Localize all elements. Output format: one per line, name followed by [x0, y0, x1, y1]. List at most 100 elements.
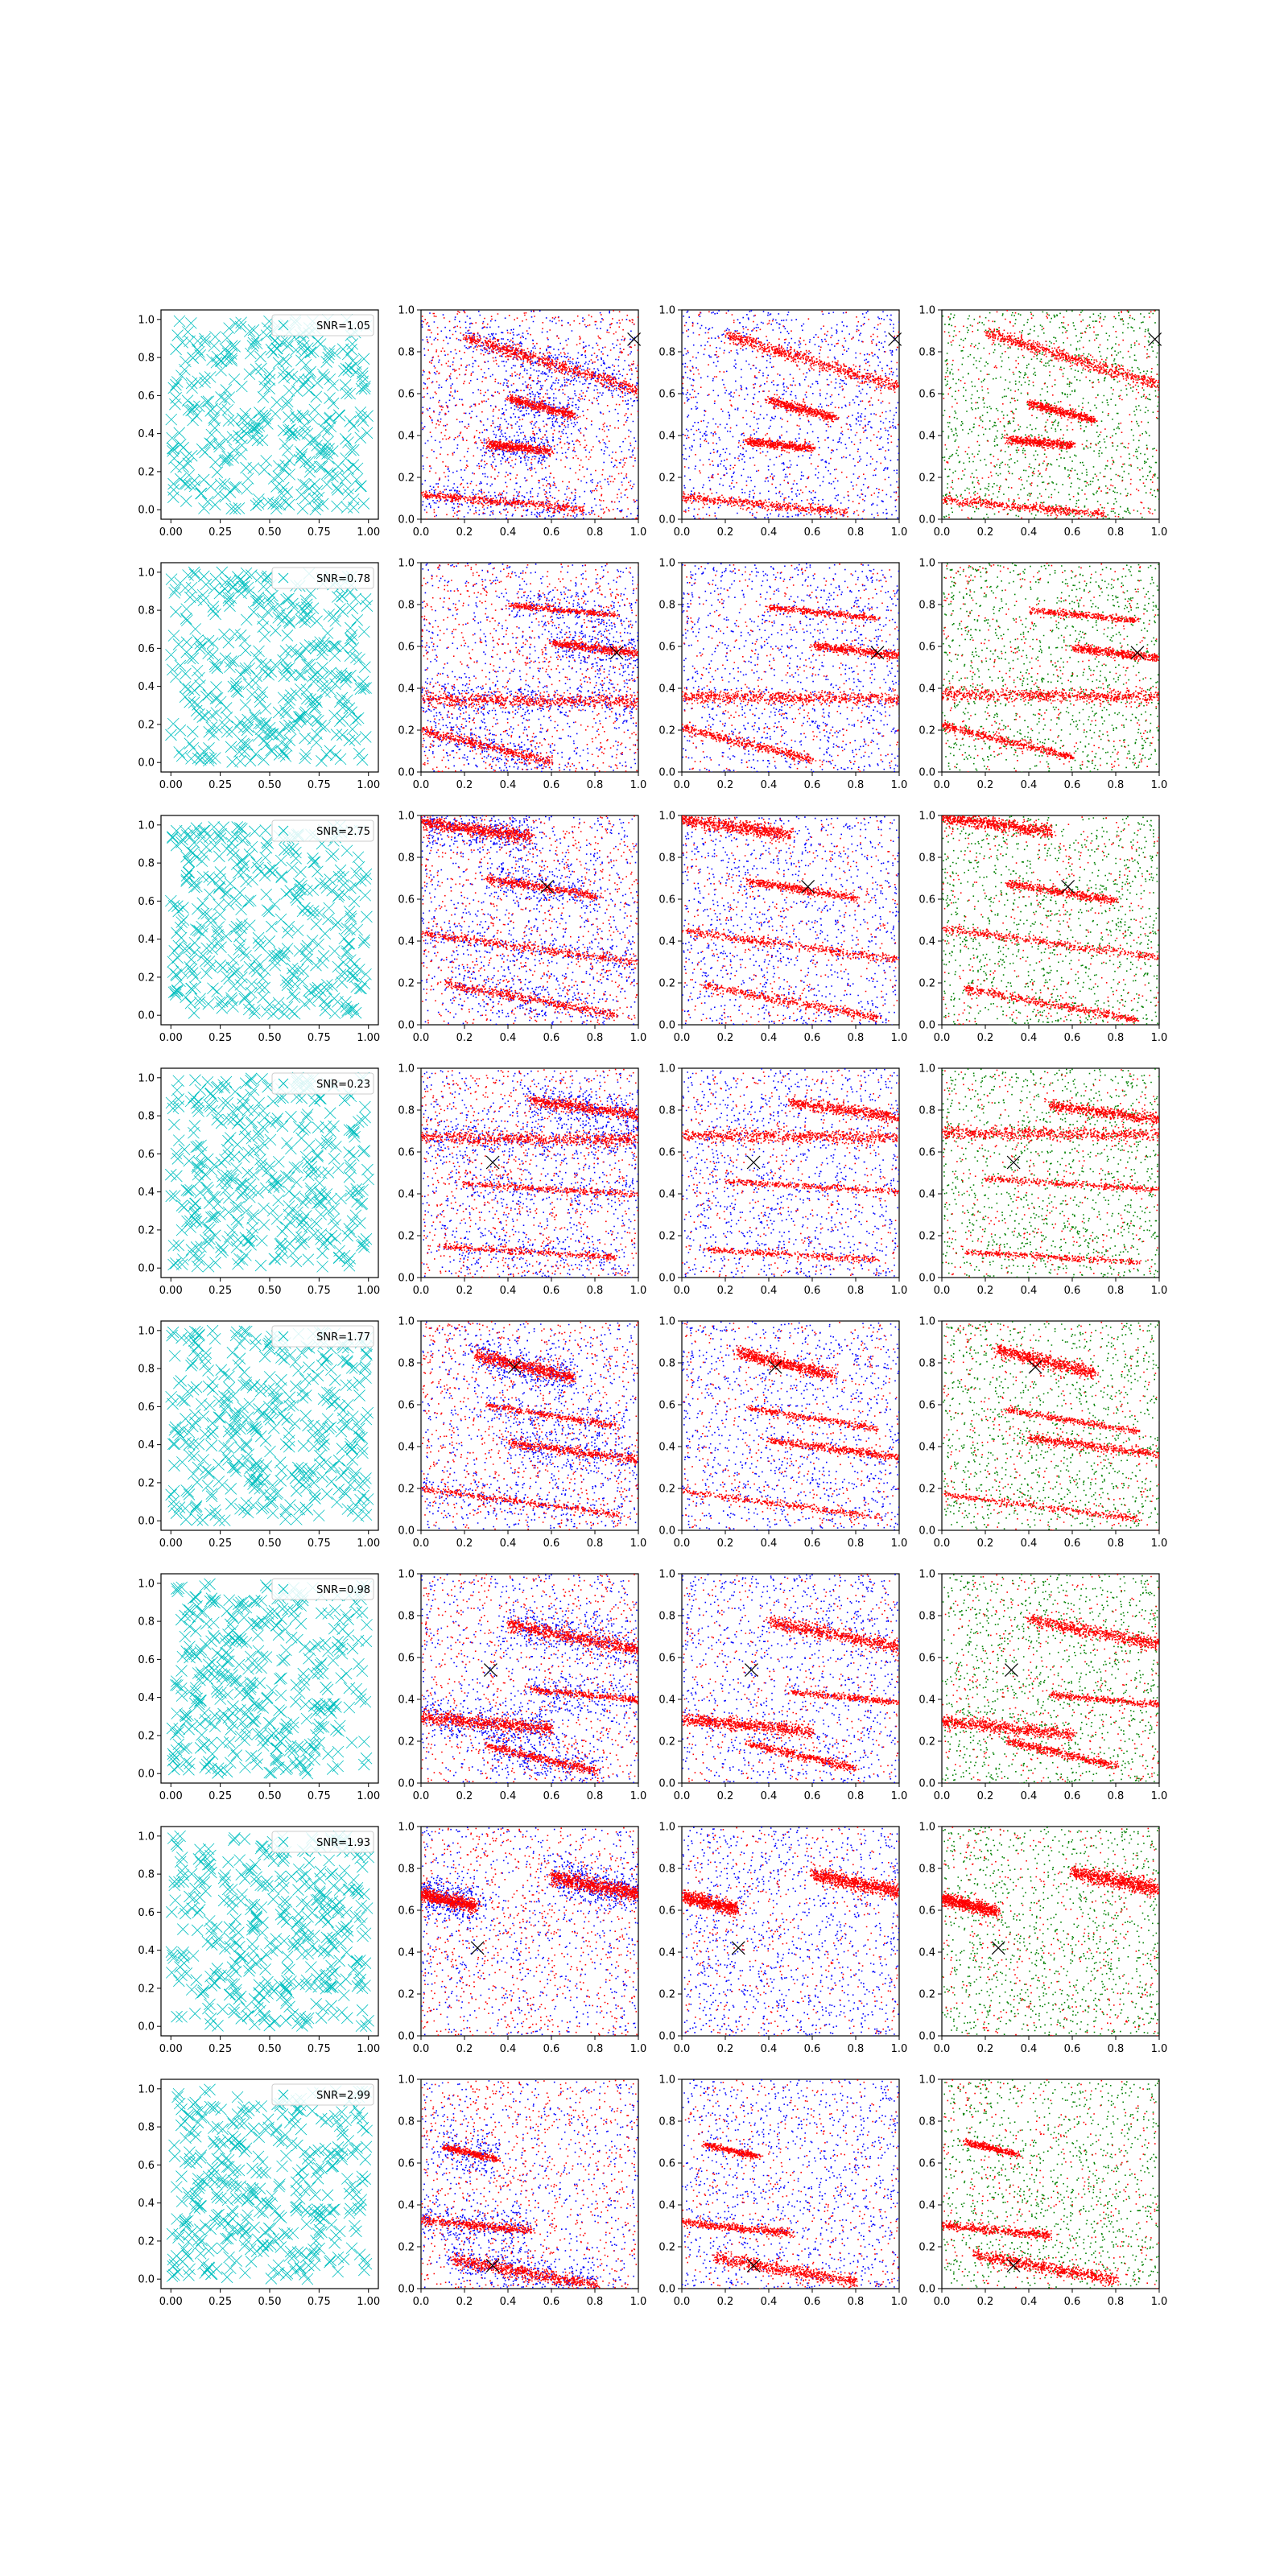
x-tick-label: 0.50: [258, 1538, 282, 1550]
x-tick-label: 0.2: [456, 526, 473, 539]
y-tick-label: 0.6: [398, 2158, 415, 2170]
red-points: [678, 564, 905, 774]
x-tick-label: 0.8: [1108, 779, 1125, 791]
y-tick-label: 0.2: [138, 719, 155, 731]
x-tick-label: 0.4: [1021, 779, 1038, 791]
x-tick-label: 0.8: [587, 1538, 604, 1550]
y-tick-label: 0.2: [919, 1231, 935, 1243]
y-tick-label: 0.6: [138, 1402, 155, 1414]
red-points: [936, 2079, 1160, 2289]
y-tick-label: 1.0: [398, 1569, 415, 1581]
y-tick-label: 0.6: [398, 389, 415, 401]
x-tick-label: 0.25: [208, 1032, 232, 1044]
x-tick-label: 1.0: [630, 1285, 647, 1297]
x-tick-label: 0.00: [159, 1285, 183, 1297]
x-tick-label: 1.0: [1151, 2296, 1168, 2308]
x-tick-label: 0.2: [977, 1032, 994, 1044]
x-tick-label: 0.2: [717, 2043, 734, 2055]
scatter-points: [411, 563, 653, 786]
cyan-x-markers: [165, 567, 372, 768]
x-tick-label: 1.0: [891, 1790, 908, 1802]
scatter-points: [941, 1068, 1166, 1278]
scatter-points: [939, 1827, 1164, 2037]
x-tick-label: 0.6: [1064, 1790, 1081, 1802]
scatter-points: [413, 2080, 640, 2314]
x-tick-label: 1.0: [1151, 1032, 1168, 1044]
x-tick-label: 0.00: [159, 779, 183, 791]
panel-cyan-scatter: 0.00 0.25 0.50 0.75 1.000.00.20.40.60.81.0SN…: [138, 1827, 380, 2055]
y-tick-label: 0.2: [398, 1231, 415, 1243]
cyan-x-markers: [166, 314, 374, 515]
y-tick-label: 0.4: [138, 1692, 155, 1704]
y-tick-label: 0.8: [138, 353, 155, 365]
panel-cyan-scatter: 0.00 0.25 0.50 0.75 1.000.00.20.40.60.81.0SN…: [138, 310, 380, 539]
y-tick-label: 0.6: [398, 1400, 415, 1412]
y-tick-label: 0.8: [919, 1864, 935, 1876]
x-tick-label: 1.0: [630, 526, 647, 539]
legend-snr-label: SNR=1.77: [316, 1331, 370, 1344]
x-tick-label: 0.4: [1021, 2296, 1038, 2308]
y-tick-label: 0.0: [658, 2284, 675, 2296]
y-tick-label: 1.0: [138, 1325, 155, 1337]
y-tick-label: 0.4: [138, 1187, 155, 1199]
x-tick-label: 0.4: [761, 526, 778, 539]
y-tick-label: 0.6: [919, 1653, 935, 1665]
y-tick-label: 0.6: [138, 2160, 155, 2172]
y-tick-label: 0.8: [398, 2116, 415, 2128]
y-tick-label: 1.0: [398, 1822, 415, 1834]
panel-blue-red-scatter: 0.0 0.2 0.4 0.6 0.8 1.00.00.20.40.60.81.0: [658, 558, 907, 792]
x-tick-label: 0.6: [1064, 2296, 1081, 2308]
x-tick-label: 0.2: [717, 779, 734, 791]
x-tick-label: 1.0: [891, 779, 908, 791]
x-tick-label: 1.0: [1151, 1538, 1168, 1550]
x-tick-label: 1.0: [630, 1790, 647, 1802]
x-tick-label: 0.50: [258, 2043, 282, 2055]
scatter-points: [680, 310, 902, 520]
x-tick-label: 0.25: [208, 1790, 232, 1802]
y-tick-label: 0.4: [138, 934, 155, 946]
x-tick-label: 0.2: [717, 1032, 734, 1044]
y-tick-label: 0.4: [919, 431, 935, 443]
y-tick-label: 0.6: [658, 2158, 675, 2170]
x-tick-label: 0.50: [258, 1032, 282, 1044]
legend: SNR=1.05: [272, 315, 374, 336]
x-tick-label: 0.4: [500, 1790, 517, 1802]
x-tick-label: 0.00: [159, 1790, 183, 1802]
y-tick-label: 0.6: [919, 1400, 935, 1412]
x-tick-label: 1.00: [357, 779, 380, 791]
scatter-points: [678, 563, 905, 773]
y-tick-label: 1.0: [658, 305, 675, 317]
x-tick-label: 0.2: [456, 1790, 473, 1802]
y-tick-label: 0.0: [919, 2284, 935, 2296]
x-tick-label: 1.00: [357, 526, 380, 539]
x-tick-label: 1.0: [630, 1032, 647, 1044]
y-tick-label: 0.8: [658, 852, 675, 865]
x-tick-label: 1.00: [357, 2296, 380, 2308]
y-tick-label: 0.0: [398, 2031, 415, 2043]
axes-frame: [682, 815, 899, 1025]
y-tick-label: 0.6: [138, 390, 155, 402]
x-tick-label: 0.50: [258, 779, 282, 791]
panel-cyan-scatter: 0.00 0.25 0.50 0.75 1.000.00.20.40.60.81.0SN…: [138, 563, 380, 791]
y-tick-label: 0.4: [919, 1695, 935, 1707]
x-tick-label: 0.8: [1108, 1790, 1125, 1802]
x-tick-label: 0.2: [717, 1285, 734, 1297]
y-tick-label: 0.0: [398, 1525, 415, 1538]
y-tick-label: 0.2: [658, 1484, 675, 1496]
y-tick-label: 0.8: [398, 600, 415, 612]
panel-blue-red-scatter: 0.0 0.2 0.4 0.6 0.8 1.00.00.20.40.60.81.0: [398, 1316, 646, 1550]
x-tick-label: 0.6: [543, 1790, 560, 1802]
x-tick-label: 0.6: [543, 1032, 560, 1044]
x-tick-label: 0.0: [413, 1032, 430, 1044]
x-tick-label: 0.4: [500, 779, 517, 791]
x-tick-label: 0.6: [804, 526, 821, 539]
y-tick-label: 0.2: [138, 1730, 155, 1742]
red-points: [939, 563, 1165, 773]
y-tick-label: 0.4: [919, 1947, 935, 1959]
panel-green-red-scatter: 0.0 0.2 0.4 0.6 0.8 1.00.00.20.40.60.81.0: [919, 1569, 1167, 1803]
x-tick-label: 0.8: [848, 779, 865, 791]
x-tick-label: 0.0: [413, 526, 430, 539]
x-tick-label: 0.4: [1021, 1790, 1038, 1802]
y-tick-label: 1.0: [138, 314, 155, 326]
y-tick-label: 0.6: [919, 1905, 935, 1918]
